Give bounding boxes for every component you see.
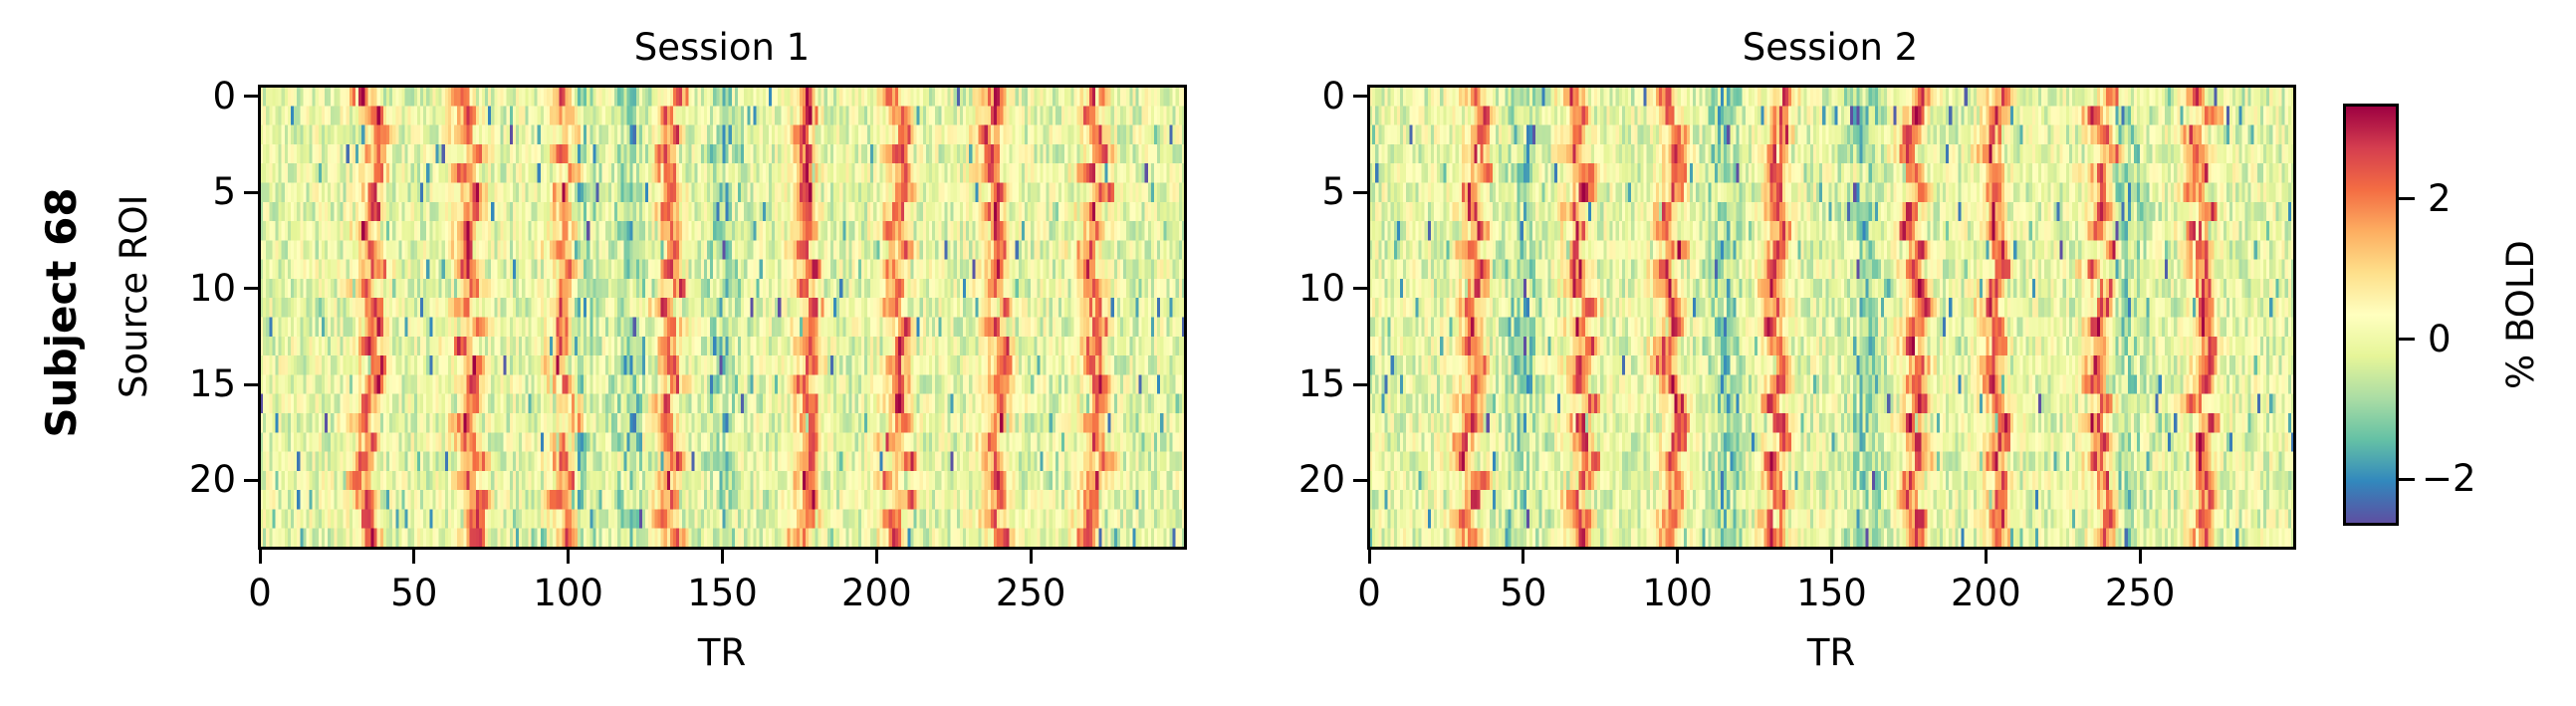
colorbar-tick-label: 0 (2428, 317, 2452, 360)
y-tick-mark (244, 287, 258, 291)
x-tick-label: 100 (533, 572, 603, 614)
y-tick-mark (1353, 95, 1367, 99)
x-tick-label: 0 (1357, 572, 1381, 614)
y-tick-label: 0 (1321, 74, 1345, 118)
heatmap-image (1369, 87, 2294, 548)
x-tick-mark (1522, 550, 1525, 564)
subject-row-title: Subject 68 (37, 187, 86, 438)
heatmap-image (260, 87, 1185, 548)
y-tick-label: 15 (1297, 362, 1345, 406)
colorbar-label: % BOLD (2499, 240, 2542, 389)
y-tick-label: 5 (1321, 170, 1345, 214)
y-tick-mark (244, 478, 258, 482)
x-tick-label: 100 (1642, 572, 1713, 614)
x-tick-label: 250 (2104, 572, 2176, 614)
x-axis-label: TR (1806, 631, 1856, 674)
y-tick-label: 10 (188, 266, 236, 310)
colorbar-gradient (2343, 104, 2399, 526)
x-tick-label: 200 (1951, 572, 2021, 614)
colorbar-tick-mark (2399, 477, 2415, 481)
y-tick-label: 0 (212, 74, 236, 118)
x-tick-label: 150 (687, 572, 758, 614)
colorbar-tick-label: −2 (2422, 457, 2476, 501)
y-axis-label: Source ROI (113, 194, 155, 398)
y-tick-label: 20 (188, 458, 236, 502)
y-tick-mark (244, 382, 258, 386)
colorbar-tick-mark (2399, 197, 2415, 201)
x-tick-mark (412, 550, 416, 564)
x-tick-label: 150 (1796, 572, 1867, 614)
x-tick-label: 50 (390, 572, 438, 614)
colorbar-tick-mark (2399, 338, 2415, 342)
colorbar-tick-label: 2 (2428, 176, 2452, 220)
x-tick-label: 0 (248, 572, 272, 614)
panel-title: Session 1 (633, 26, 811, 69)
x-tick-mark (1367, 550, 1371, 564)
x-tick-mark (1676, 550, 1680, 564)
y-tick-mark (1353, 190, 1367, 194)
x-tick-mark (1029, 550, 1033, 564)
x-tick-mark (874, 550, 878, 564)
x-tick-mark (567, 550, 571, 564)
x-tick-mark (721, 550, 724, 564)
x-tick-label: 50 (1500, 572, 1547, 614)
y-tick-label: 15 (188, 362, 236, 406)
x-tick-mark (258, 550, 262, 564)
x-axis-label: TR (697, 631, 747, 674)
x-tick-mark (1830, 550, 1833, 564)
x-tick-label: 200 (841, 572, 912, 614)
y-tick-label: 5 (212, 170, 236, 214)
x-tick-mark (2138, 550, 2142, 564)
x-tick-label: 250 (995, 572, 1066, 614)
y-tick-mark (1353, 287, 1367, 291)
y-tick-mark (1353, 478, 1367, 482)
y-tick-mark (244, 95, 258, 99)
y-tick-label: 10 (1297, 266, 1345, 310)
y-tick-mark (1353, 382, 1367, 386)
panel-title: Session 2 (1742, 26, 1919, 69)
x-tick-mark (1984, 550, 1988, 564)
y-tick-mark (244, 190, 258, 194)
y-tick-label: 20 (1297, 458, 1345, 502)
